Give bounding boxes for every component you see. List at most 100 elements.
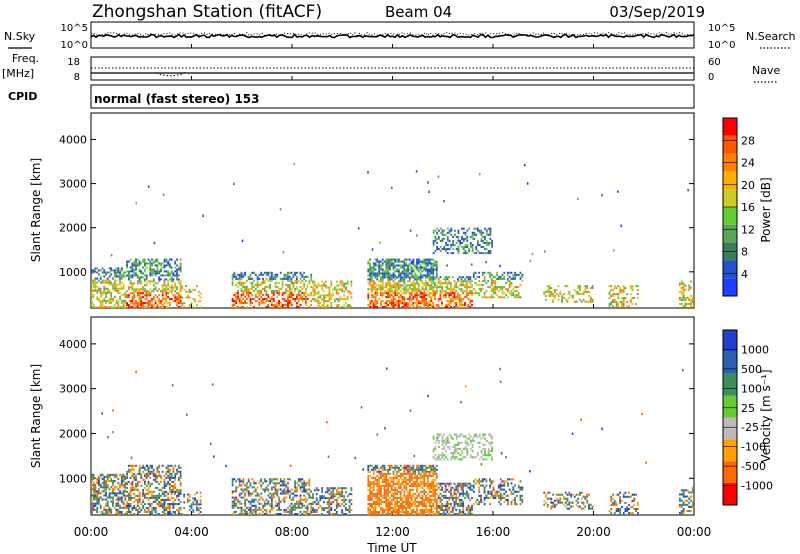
velocity-cell — [165, 472, 168, 475]
power-cell — [505, 288, 507, 291]
power-cell — [321, 298, 323, 301]
velocity-cell — [423, 505, 426, 507]
power-cell — [152, 268, 155, 271]
velocity-cell — [177, 509, 180, 511]
power-cell — [473, 252, 476, 255]
velocity-cell — [405, 482, 408, 485]
velocity-cell — [348, 511, 351, 513]
power-cell — [584, 285, 587, 288]
power-cell — [323, 290, 325, 293]
velocity-cell — [376, 470, 379, 473]
velocity-cell — [140, 472, 143, 475]
velocity-cell — [169, 478, 171, 481]
power-cell — [120, 306, 123, 308]
velocity-cell — [96, 508, 99, 511]
power-cell — [450, 284, 452, 287]
velocity-cell — [443, 447, 446, 450]
power-cell — [379, 241, 381, 244]
power-cell — [272, 275, 275, 278]
power-cell — [426, 304, 429, 306]
velocity-cell — [128, 498, 130, 501]
power-cell — [612, 293, 614, 296]
power-cell — [296, 293, 298, 296]
power-cell — [403, 260, 406, 263]
power-cell — [485, 260, 487, 264]
power-cell — [444, 282, 447, 285]
velocity-cell — [251, 500, 254, 503]
power-cell — [151, 270, 153, 273]
velocity-cell — [441, 486, 443, 489]
power-cell — [421, 262, 424, 265]
power-cell — [407, 268, 409, 271]
power-cell — [437, 298, 440, 301]
velocity-cell — [367, 511, 370, 513]
velocity-cell — [158, 466, 161, 469]
power-cell — [437, 282, 440, 285]
velocity-cell — [435, 484, 438, 487]
power-cell — [328, 294, 331, 297]
velocity-cell — [405, 496, 408, 499]
power-cell — [464, 231, 467, 234]
power-cell — [426, 306, 429, 308]
power-cell — [631, 289, 634, 292]
power-cell — [133, 288, 136, 291]
velocity-cell — [188, 509, 191, 512]
velocity-cell — [110, 500, 113, 503]
velocity-cell — [260, 496, 263, 499]
velocity-cell — [399, 496, 402, 499]
velocity-cell — [434, 490, 436, 493]
velocity-cell — [438, 458, 440, 461]
velocity-cell — [453, 490, 456, 493]
power-cell — [345, 306, 347, 308]
velocity-cell — [135, 464, 137, 467]
velocity-cell — [452, 437, 454, 440]
velocity-cell — [398, 468, 400, 471]
velocity-cell — [167, 480, 169, 483]
power-cell — [158, 272, 161, 275]
velocity-cell — [129, 513, 132, 515]
power-cell — [235, 306, 238, 308]
power-cell — [135, 302, 137, 305]
power-cell — [296, 285, 298, 288]
power-cell — [482, 231, 485, 234]
power-cell — [103, 287, 106, 290]
velocity-cell — [367, 470, 370, 473]
power-cell — [434, 239, 437, 242]
velocity-cell — [108, 506, 111, 509]
power-cell — [682, 294, 685, 297]
power-cell — [423, 260, 426, 263]
power-cell — [412, 274, 415, 277]
velocity-cell — [401, 478, 404, 481]
velocity-cell — [147, 470, 150, 473]
velocity-cell — [199, 511, 202, 513]
power-cell — [417, 262, 420, 265]
power-cell — [450, 294, 452, 297]
velocity-cell — [110, 512, 113, 515]
velocity-cell — [446, 496, 449, 499]
power-cell — [389, 262, 391, 265]
velocity-cell — [176, 496, 178, 499]
velocity-cell — [129, 488, 132, 491]
power-cells — [91, 162, 694, 308]
power-cell — [376, 284, 379, 287]
velocity-cell — [103, 498, 106, 501]
velocity-cell — [108, 488, 111, 491]
velocity-cell — [131, 472, 134, 475]
velocity-cell — [432, 505, 435, 507]
power-cell — [177, 274, 180, 277]
power-cell — [430, 296, 433, 299]
velocity-cell — [246, 506, 248, 509]
velocity-cell — [169, 498, 171, 501]
velocity-cell — [317, 489, 320, 492]
velocity-cell — [405, 513, 408, 515]
velocity-cell — [414, 492, 417, 495]
power-cell — [615, 301, 618, 304]
power-cell — [435, 276, 438, 279]
velocity-cell — [265, 486, 268, 489]
power-cell — [174, 282, 177, 285]
power-cell — [414, 278, 417, 281]
power-cell — [287, 289, 289, 292]
power-cell — [403, 304, 406, 306]
velocity-cell — [147, 488, 150, 491]
power-cell — [387, 296, 389, 299]
